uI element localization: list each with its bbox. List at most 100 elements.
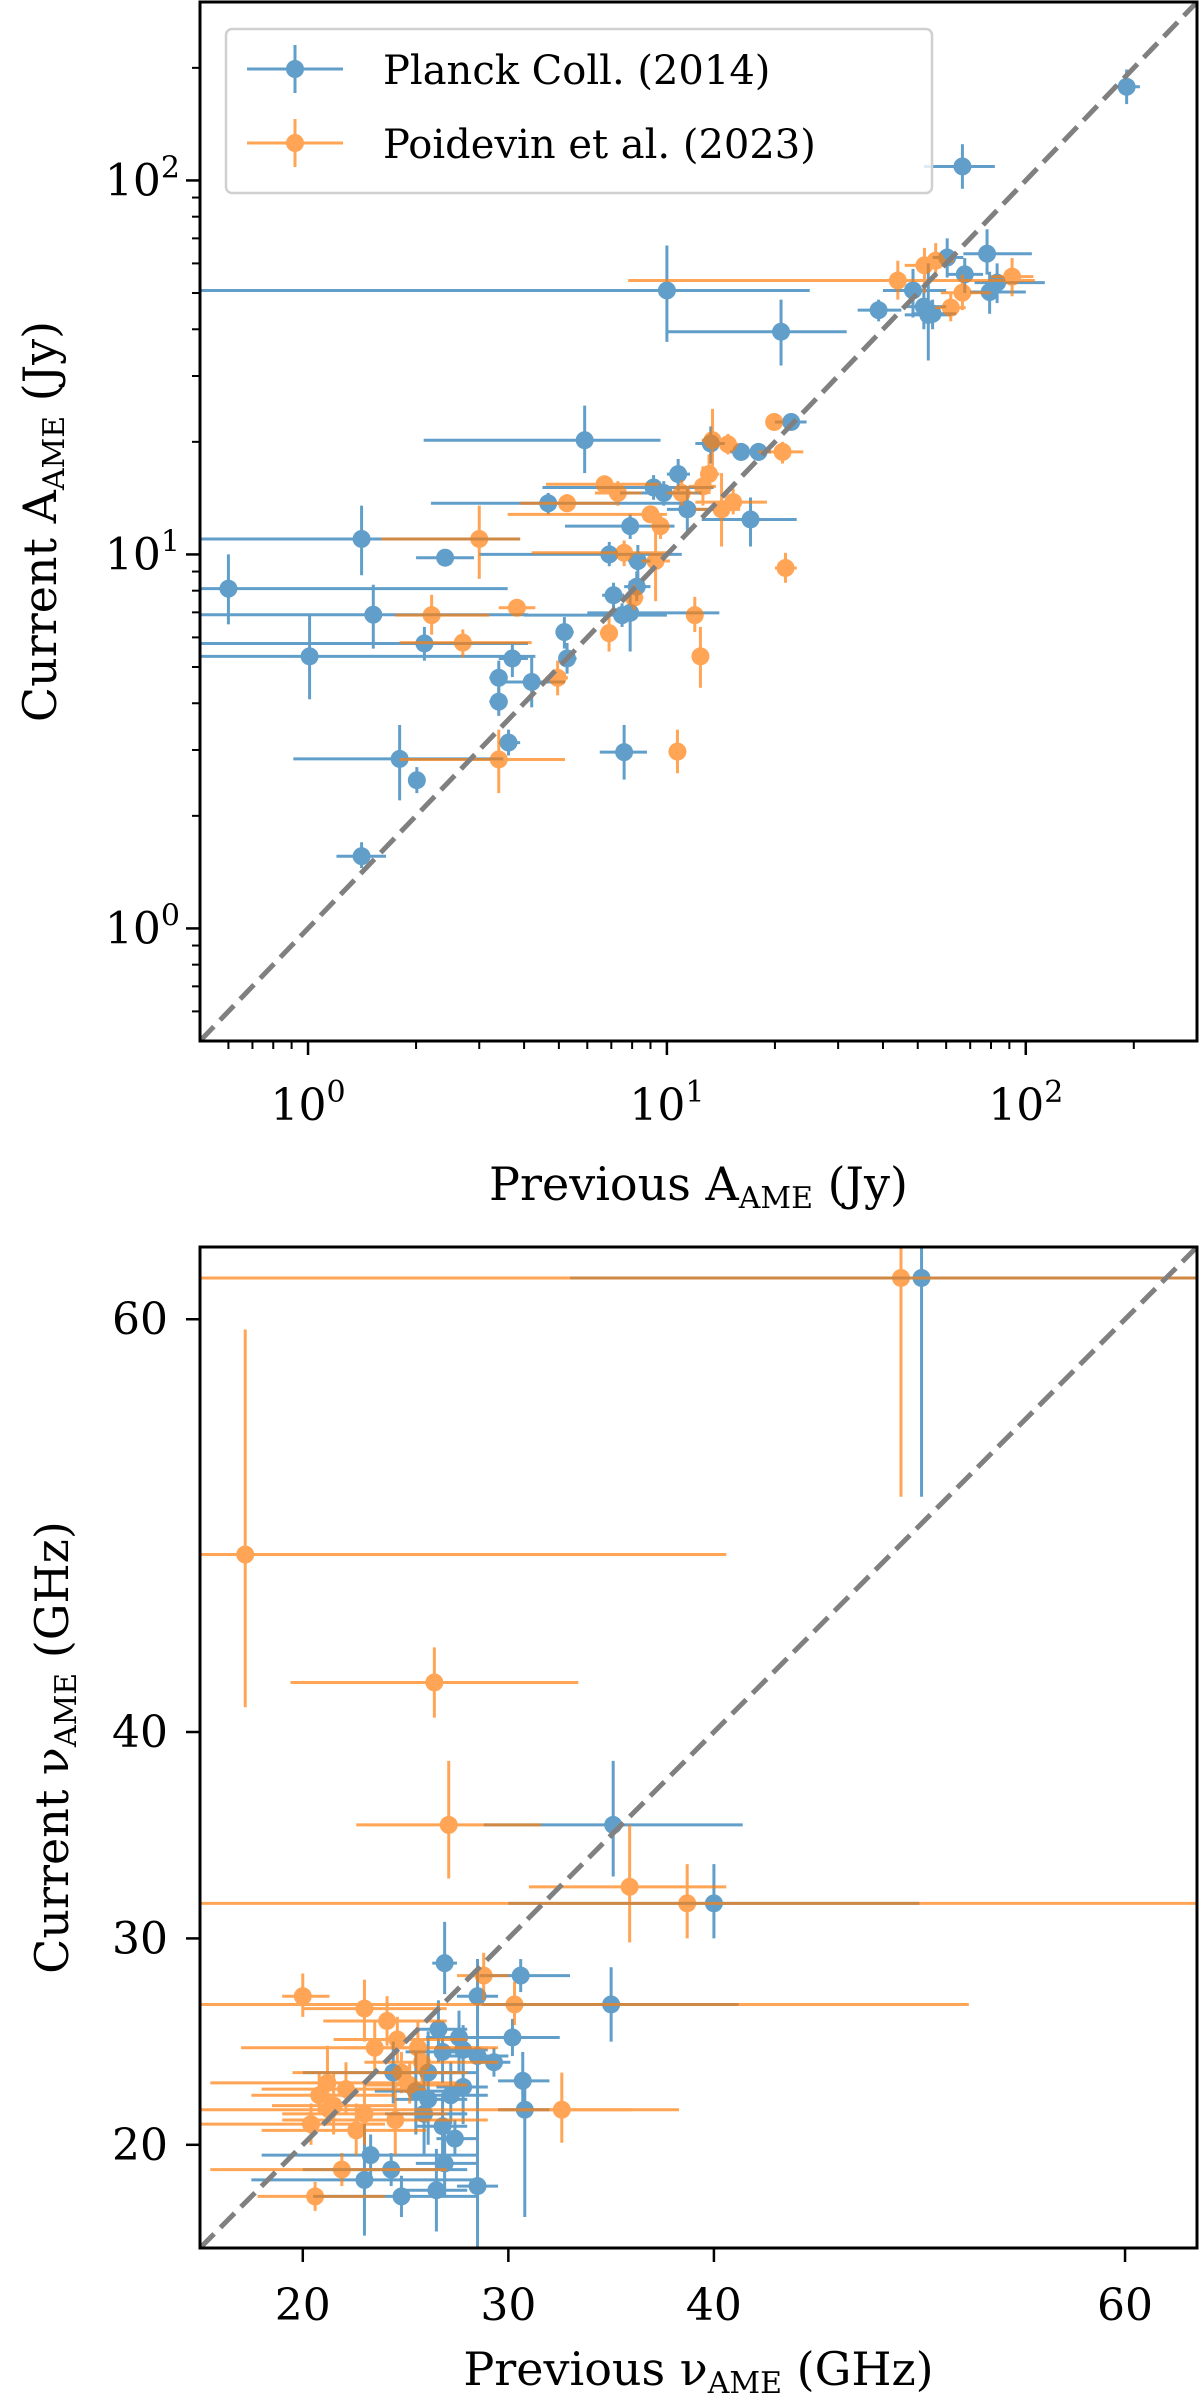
marker: [489, 668, 508, 687]
marker: [926, 251, 945, 270]
marker: [392, 2187, 411, 2206]
legend-dot: [286, 60, 304, 78]
marker: [433, 2042, 452, 2061]
marker: [293, 1987, 312, 2006]
marker: [364, 605, 383, 624]
marker: [522, 672, 541, 691]
marker: [719, 435, 738, 454]
marker: [955, 265, 974, 284]
marker: [489, 692, 508, 711]
marker: [427, 2181, 446, 2200]
data-point: [415, 2093, 468, 2156]
x-axis-label-unit: (GHz): [782, 2342, 934, 2394]
data-point: [333, 2016, 468, 2063]
marker: [869, 301, 888, 320]
marker: [600, 545, 619, 564]
identity-line: [200, 2, 1197, 1041]
x-tick-label: 60: [1097, 2280, 1153, 2331]
data-point: [695, 488, 767, 515]
y-axis-label-unit: (Jy): [13, 321, 67, 416]
marker: [732, 442, 751, 461]
marker: [470, 529, 489, 548]
marker: [776, 558, 795, 577]
marker: [436, 548, 455, 567]
data-point: [200, 1981, 969, 2026]
marker: [236, 1545, 255, 1564]
y-tick-label: 20: [112, 2120, 168, 2171]
marker: [435, 2154, 454, 2173]
marker: [923, 304, 942, 323]
marker: [669, 465, 688, 484]
y-tick-label: 100: [105, 898, 180, 954]
tick-exponent: 2: [1044, 1075, 1063, 1110]
marker: [724, 493, 743, 512]
identity-line: [200, 1247, 1197, 2248]
y-axis-label-unit: (GHz): [25, 1521, 79, 1673]
data-point: [381, 505, 521, 579]
marker: [654, 483, 673, 502]
data-point: [487, 2018, 560, 2057]
data-point: [290, 1647, 579, 1718]
data-point: [293, 724, 504, 801]
tick-exponent: 0: [326, 1075, 345, 1110]
y-axis-label: Current AAME (Jy): [13, 321, 72, 722]
marker: [595, 475, 614, 494]
data-point: [200, 1864, 1197, 1939]
marker: [672, 483, 691, 502]
marker: [691, 647, 710, 666]
data-point: [685, 596, 704, 633]
data-point: [399, 629, 532, 658]
marker: [306, 2187, 325, 2206]
marker: [941, 298, 960, 317]
y-tick-label: 60: [112, 1294, 168, 1345]
marker: [425, 1673, 444, 1692]
data-point: [935, 293, 966, 322]
data-point: [701, 497, 797, 547]
data-point: [594, 481, 642, 506]
marker: [435, 1954, 454, 1973]
legend-box: [224, 27, 934, 195]
data-point: [668, 729, 687, 774]
data-point: [545, 475, 659, 494]
marker: [439, 1815, 458, 1834]
data-point: [528, 1824, 727, 1943]
series-planck: [251, 1247, 1197, 2248]
marker: [620, 1877, 639, 1896]
series-poidevin: [200, 1247, 1197, 2211]
plot-area: [200, 1247, 1197, 2248]
marker: [646, 552, 665, 571]
tick-exponent: 1: [685, 1075, 704, 1110]
marker: [355, 1999, 374, 2018]
y-axis-label: Current νAME (GHz): [25, 1521, 84, 1974]
data-point: [564, 514, 675, 539]
marker: [641, 505, 660, 524]
x-axis-label-subscript: AME: [738, 1181, 813, 1216]
data-point: [407, 767, 426, 794]
marker: [765, 412, 784, 431]
y-tick-label: 30: [112, 1913, 168, 1964]
marker: [953, 157, 972, 176]
marker: [361, 2146, 380, 2165]
data-point: [415, 2130, 478, 2197]
marker: [310, 2086, 329, 2105]
data-point: [599, 614, 619, 652]
data-point: [524, 603, 667, 627]
tick-exponent: 1: [161, 524, 180, 559]
data-point: [688, 466, 716, 506]
data-point: [456, 2062, 499, 2248]
x-tick-label: 40: [686, 2280, 742, 2331]
marker: [693, 477, 712, 496]
legend-label-poidevin: Poidevin et al. (2023): [383, 122, 816, 168]
marker: [503, 2028, 522, 2047]
marker: [772, 322, 791, 341]
marker: [347, 2121, 366, 2140]
marker: [454, 2078, 473, 2097]
data-point: [498, 598, 536, 617]
tick-exponent: 0: [161, 898, 180, 933]
tick-base: 10: [988, 1080, 1044, 1131]
marker: [615, 543, 634, 562]
marker: [651, 517, 670, 536]
data-point: [963, 229, 1032, 275]
data-point: [200, 1247, 1197, 1497]
